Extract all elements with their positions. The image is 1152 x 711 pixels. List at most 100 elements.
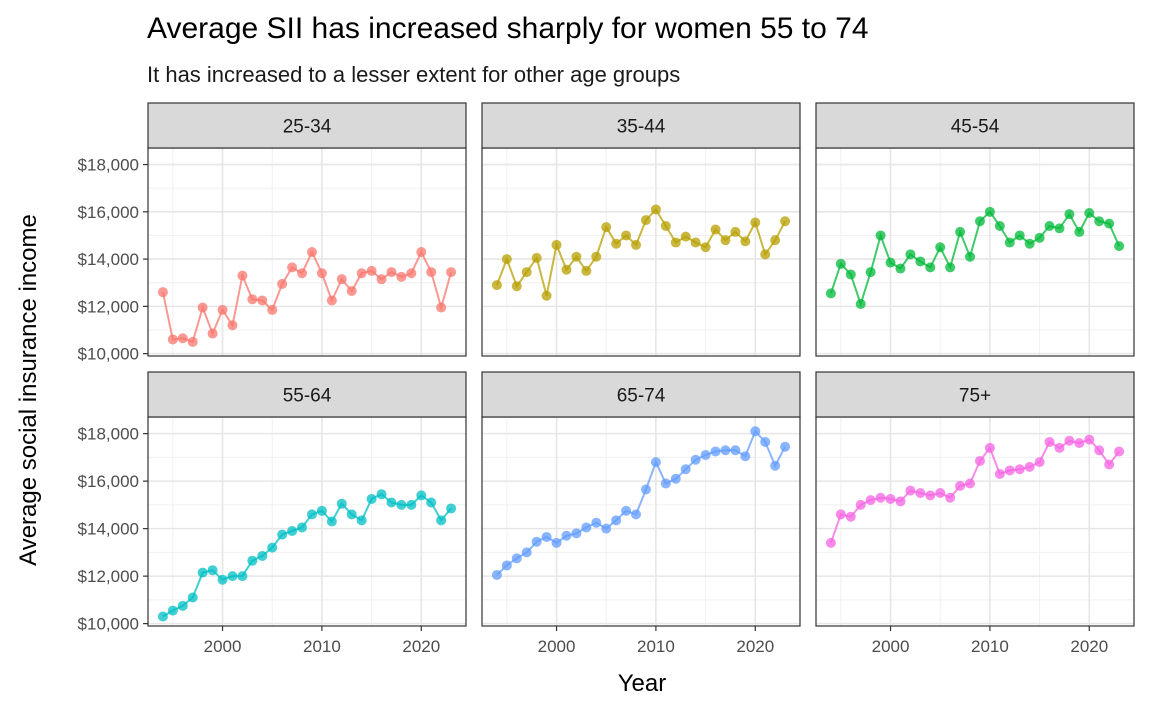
data-point (531, 536, 542, 547)
data-point (217, 574, 228, 585)
data-point (965, 478, 976, 489)
data-point (994, 221, 1005, 231)
data-point (750, 217, 761, 228)
data-point (925, 490, 936, 501)
panel-background (482, 417, 800, 626)
data-point (416, 490, 427, 501)
data-point (227, 320, 238, 331)
data-point (935, 242, 946, 253)
data-point (541, 531, 552, 542)
data-point (436, 302, 447, 313)
data-point (1034, 232, 1045, 243)
data-point (915, 488, 926, 498)
panel-background (816, 148, 1134, 356)
data-point (601, 523, 612, 534)
data-point (1084, 434, 1095, 445)
y-tick-label: $16,000 (78, 203, 139, 222)
data-point (386, 497, 397, 508)
data-point (1044, 436, 1055, 447)
data-point (426, 267, 437, 278)
data-point (386, 267, 397, 278)
x-tick-label: 2000 (204, 637, 242, 656)
data-point (167, 334, 178, 345)
data-point (551, 239, 562, 250)
data-point (925, 262, 936, 273)
y-tick-label: $12,000 (78, 297, 139, 316)
data-point (1054, 223, 1065, 234)
data-point (670, 237, 681, 248)
data-point (895, 496, 906, 507)
data-point (237, 270, 248, 281)
data-point (187, 592, 198, 603)
data-point (955, 480, 966, 491)
data-point (491, 280, 502, 291)
data-point (287, 262, 298, 273)
data-point (915, 256, 926, 267)
facet-panel-35-44: 35-44 (481, 102, 801, 357)
data-point (396, 499, 407, 510)
data-point (770, 235, 781, 246)
data-point (591, 517, 602, 528)
data-point (1054, 442, 1065, 453)
data-point (660, 478, 671, 489)
data-point (855, 299, 866, 309)
data-point (700, 242, 711, 253)
data-point (247, 294, 258, 305)
chart-subtitle: It has increased to a lesser extent for … (147, 62, 680, 87)
data-point (611, 515, 622, 526)
data-point (1094, 445, 1105, 456)
data-point (346, 286, 357, 296)
data-point (720, 445, 731, 456)
facet-strip (815, 102, 1135, 149)
data-point (945, 262, 956, 273)
data-point (865, 495, 876, 506)
data-point (1114, 446, 1125, 457)
panel-background (816, 417, 1134, 626)
data-point (571, 251, 582, 262)
data-point (760, 436, 771, 447)
y-tick-label: $12,000 (78, 567, 139, 586)
data-point (406, 268, 417, 279)
y-tick-label: $16,000 (78, 472, 139, 491)
data-point (501, 254, 512, 265)
data-point (426, 497, 437, 508)
data-point (974, 455, 985, 466)
data-point (277, 529, 288, 540)
data-point (1024, 461, 1035, 472)
data-point (720, 235, 731, 246)
data-point (750, 426, 761, 437)
data-point (287, 526, 298, 536)
data-point (955, 226, 966, 237)
data-point (521, 267, 532, 278)
facet-strip-label: 65-74 (617, 386, 666, 407)
data-point (984, 206, 995, 217)
chart-title: Average SII has increased sharply for wo… (147, 12, 869, 45)
data-point (306, 247, 317, 257)
data-point (316, 505, 327, 516)
data-point (551, 537, 562, 548)
data-point (257, 550, 268, 561)
x-tick-label: 2000 (872, 637, 910, 656)
data-point (1064, 209, 1075, 220)
data-point (1114, 241, 1125, 252)
data-point (730, 226, 741, 237)
y-tick-label: $18,000 (78, 425, 139, 444)
facet-panel-75+: 75+ 2000 2010 2020 (815, 371, 1135, 656)
data-point (217, 304, 228, 315)
facet-strip (815, 371, 1135, 418)
data-point (965, 251, 976, 262)
data-point (770, 460, 781, 471)
data-point (845, 269, 856, 280)
data-point (1004, 465, 1015, 476)
data-point (267, 304, 278, 315)
data-point (501, 560, 512, 571)
data-point (356, 515, 367, 526)
data-point (730, 445, 741, 456)
data-point (1064, 435, 1075, 446)
y-axis-title: Average social insurance income (15, 214, 42, 566)
data-point (277, 278, 288, 289)
data-point (207, 328, 218, 339)
x-tick-label: 2020 (402, 637, 440, 656)
panel-background (482, 148, 800, 356)
facet-strip-label: 45-54 (951, 117, 1000, 138)
